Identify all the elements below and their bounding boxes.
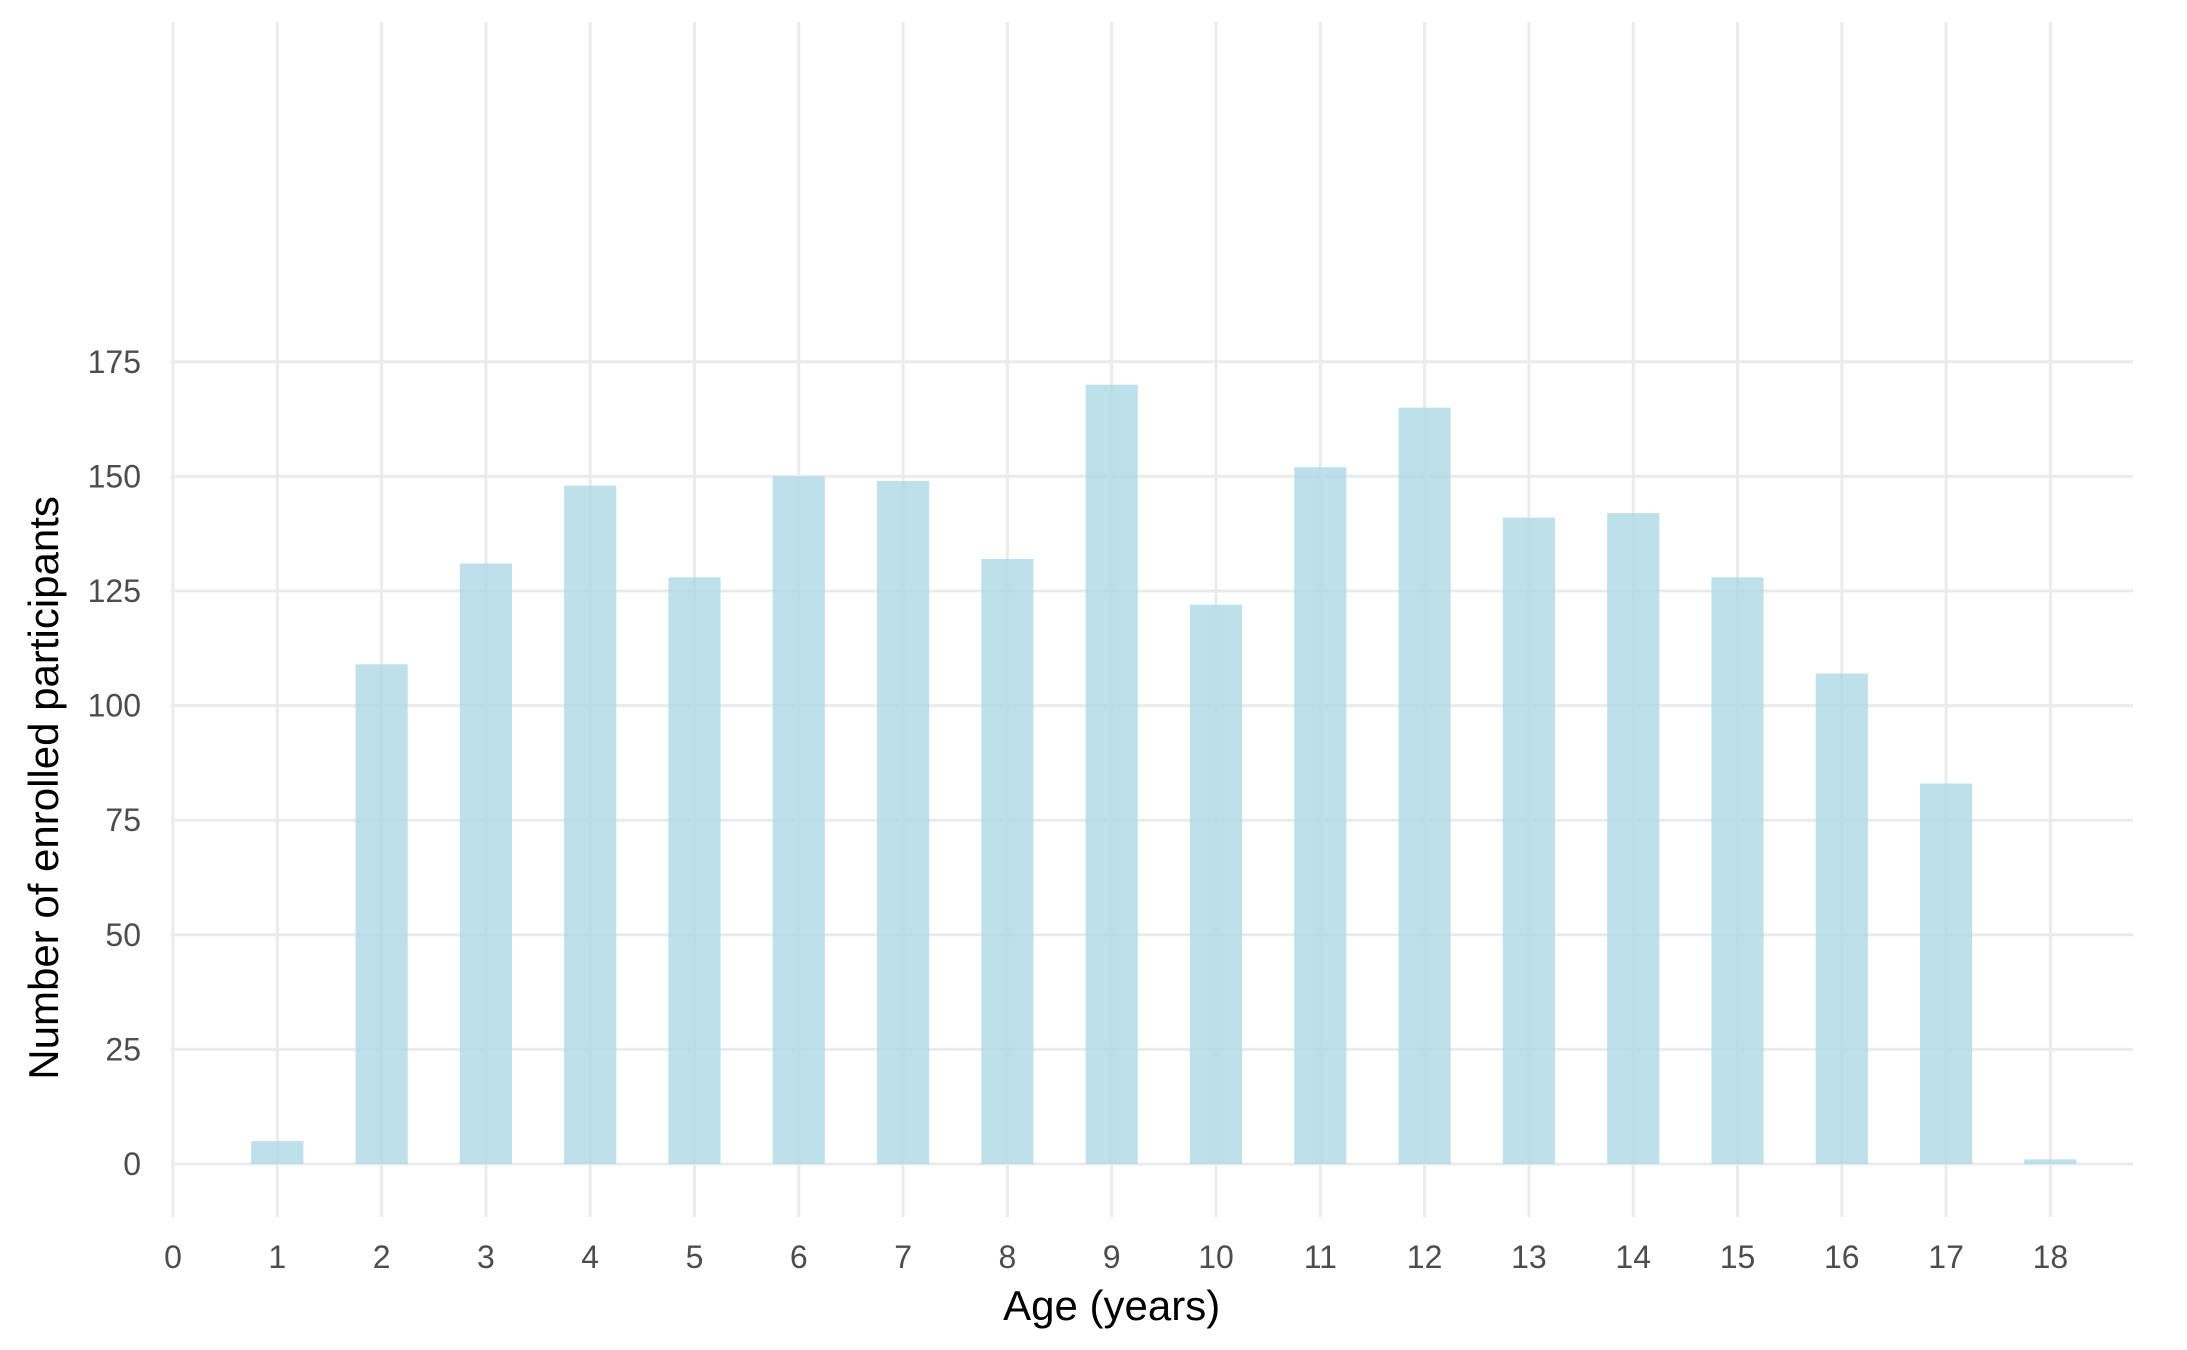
x-tick-label: 18 (2033, 1239, 2069, 1275)
x-tick-label: 10 (1198, 1239, 1234, 1275)
bars (251, 384, 2077, 1165)
y-tick-labels: 0 25 50 75 100 125 150 175 (88, 344, 141, 1182)
x-tick-label: 12 (1407, 1239, 1443, 1275)
bar (1502, 517, 1555, 1164)
bar (1815, 673, 1868, 1164)
x-tick-label: 15 (1720, 1239, 1756, 1275)
x-tick-label: 11 (1304, 1239, 1337, 1275)
x-tick-label: 14 (1615, 1239, 1651, 1275)
bar (1607, 513, 1660, 1164)
x-tick-label: 1 (268, 1239, 286, 1275)
x-axis-title: Age (years) (1003, 1282, 1220, 1329)
bar (564, 485, 617, 1164)
bar (1920, 783, 1973, 1164)
x-tick-label: 2 (373, 1239, 391, 1275)
x-tick-label: 17 (1928, 1239, 1964, 1275)
x-tick-label: 3 (477, 1239, 495, 1275)
x-tick-label: 13 (1511, 1239, 1547, 1275)
y-tick-label: 150 (88, 458, 141, 494)
bar (1398, 407, 1451, 1164)
y-tick-label: 0 (123, 1146, 141, 1182)
x-tick-labels: 0 1 2 3 4 5 6 7 8 9 10 11 12 13 14 15 16 17 18 (164, 1239, 2068, 1275)
bar (668, 577, 721, 1164)
y-tick-label: 75 (105, 802, 141, 838)
bar (459, 563, 512, 1164)
bar (1294, 467, 1347, 1164)
bar (772, 476, 825, 1164)
y-tick-label: 100 (88, 688, 141, 724)
y-axis-title: Number of enrolled participants (20, 496, 67, 1080)
x-tick-label: 4 (581, 1239, 599, 1275)
y-tick-label: 175 (88, 344, 141, 380)
bar (1189, 604, 1243, 1164)
y-tick-label: 50 (105, 917, 141, 953)
bar (251, 1141, 304, 1164)
bar (2024, 1159, 2077, 1164)
x-tick-label: 7 (894, 1239, 912, 1275)
x-tick-label: 0 (164, 1239, 182, 1275)
x-tick-label: 5 (686, 1239, 704, 1275)
x-tick-label: 16 (1824, 1239, 1860, 1275)
y-tick-label: 125 (88, 573, 141, 609)
x-tick-label: 9 (1103, 1239, 1121, 1275)
bar (981, 558, 1034, 1164)
bar (355, 664, 408, 1164)
x-tick-label: 6 (790, 1239, 808, 1275)
bar (877, 480, 930, 1164)
bar (1085, 384, 1138, 1165)
x-tick-label: 8 (999, 1239, 1017, 1275)
bar (1711, 577, 1764, 1164)
y-tick-label: 25 (105, 1031, 141, 1067)
